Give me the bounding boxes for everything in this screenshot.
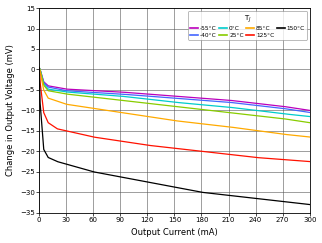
-40°C [51, 87, 55, 89]
0°C [250, 109, 254, 112]
85°C [169, 119, 173, 122]
25°C [300, 120, 304, 123]
Line: 85°C: 85°C [39, 67, 310, 137]
150°C [308, 203, 312, 206]
85°C [308, 136, 312, 139]
X-axis label: Output Current (mA): Output Current (mA) [131, 228, 218, 237]
Line: 0°C: 0°C [39, 67, 310, 117]
0°C [300, 114, 304, 117]
-55°C [300, 108, 304, 111]
150°C [300, 202, 304, 205]
-55°C [300, 108, 304, 111]
125°C [250, 156, 254, 158]
0°C [162, 99, 166, 102]
125°C [162, 146, 166, 148]
125°C [169, 146, 173, 149]
125°C [37, 66, 41, 69]
Line: 25°C: 25°C [39, 67, 310, 123]
150°C [300, 202, 304, 205]
85°C [51, 98, 55, 101]
-55°C [162, 94, 166, 97]
25°C [169, 104, 173, 107]
0°C [169, 100, 173, 103]
150°C [162, 184, 166, 187]
-40°C [162, 96, 166, 99]
125°C [300, 159, 304, 162]
0°C [308, 115, 312, 118]
-40°C [300, 110, 304, 113]
Line: -40°C: -40°C [39, 67, 310, 113]
-55°C [37, 66, 41, 69]
Y-axis label: Change in Output Voltage (mV): Change in Output Voltage (mV) [5, 44, 14, 176]
125°C [300, 159, 304, 162]
0°C [37, 66, 41, 69]
-55°C [169, 94, 173, 97]
-55°C [250, 101, 254, 104]
150°C [169, 185, 173, 188]
25°C [308, 121, 312, 124]
85°C [162, 118, 166, 121]
-40°C [308, 111, 312, 114]
-55°C [308, 109, 312, 112]
150°C [250, 197, 254, 200]
-55°C [51, 85, 55, 88]
0°C [51, 88, 55, 91]
0°C [300, 114, 304, 117]
Line: 125°C: 125°C [39, 67, 310, 162]
85°C [37, 66, 41, 69]
125°C [51, 124, 55, 127]
Line: -55°C: -55°C [39, 67, 310, 110]
25°C [250, 114, 254, 117]
25°C [162, 104, 166, 106]
-40°C [37, 66, 41, 69]
150°C [37, 66, 41, 69]
85°C [300, 135, 304, 138]
-40°C [300, 110, 304, 113]
-40°C [169, 96, 173, 99]
150°C [51, 158, 55, 161]
85°C [300, 135, 304, 138]
25°C [51, 90, 55, 93]
25°C [300, 120, 304, 123]
85°C [250, 129, 254, 131]
125°C [308, 160, 312, 163]
25°C [37, 66, 41, 69]
Line: 150°C: 150°C [39, 67, 310, 205]
-40°C [250, 104, 254, 106]
Legend: -55°C, -40°C, 0°C, 25°C, 85°C, 125°C, 150°C: -55°C, -40°C, 0°C, 25°C, 85°C, 125°C, 15… [188, 11, 307, 40]
